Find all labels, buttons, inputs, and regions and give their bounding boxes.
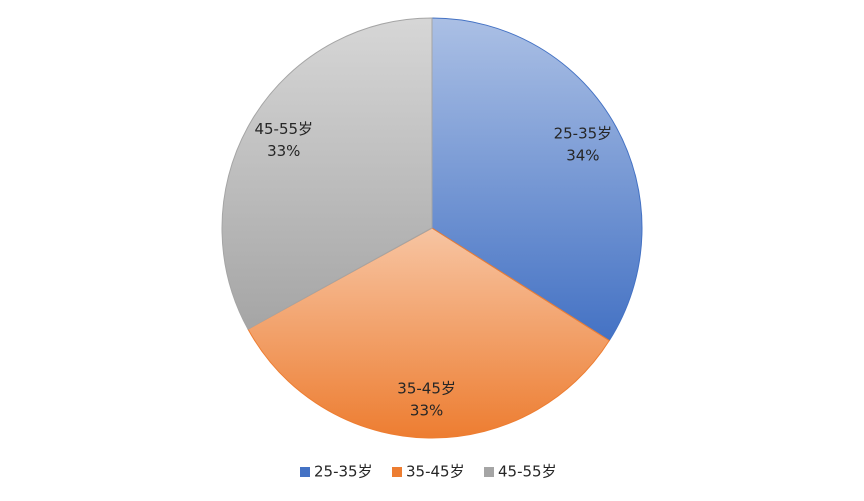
slice-category-label: 35-45岁 [397,380,456,398]
legend-marker [484,467,494,477]
legend-label: 45-55岁 [498,463,557,481]
pie-slice [247,227,610,439]
legend-marker [300,467,310,477]
slice-value-label: 33% [410,402,443,420]
legend-label: 25-35岁 [314,463,373,481]
legend-marker [392,467,402,477]
slice-value-label: 33% [267,142,300,160]
legend-label: 35-45岁 [406,463,465,481]
slice-category-label: 45-55岁 [254,120,313,138]
pie-slice [431,17,643,342]
pie-slice [221,17,433,330]
slice-value-label: 34% [566,147,599,165]
slice-category-label: 25-35岁 [554,125,613,143]
